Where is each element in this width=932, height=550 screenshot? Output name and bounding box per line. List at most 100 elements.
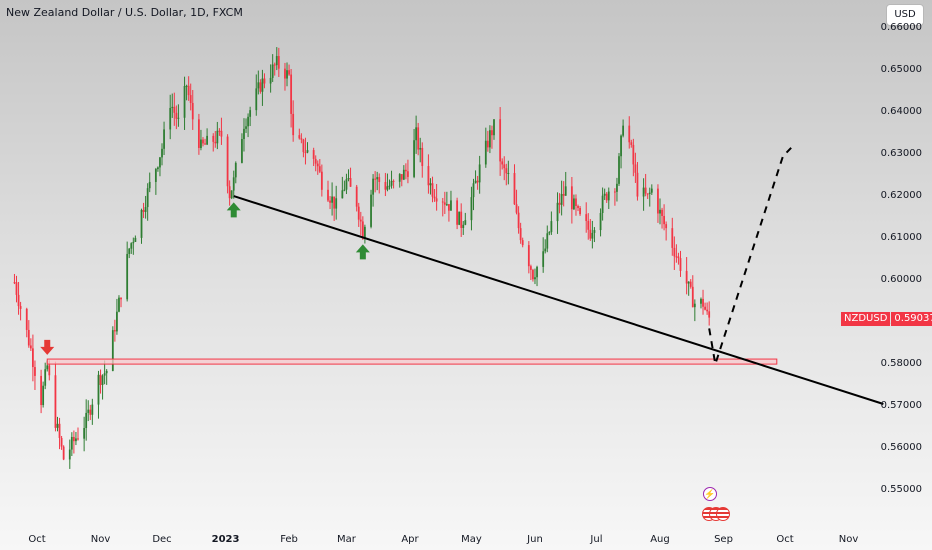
candle-body [601,195,604,213]
candle-body [56,423,59,428]
time-tick-label: Nov [91,534,111,545]
candle-body [527,245,530,267]
candle-body [91,404,94,415]
candle-body [300,138,303,140]
candle-body [493,119,495,136]
candle-body [314,158,317,164]
candle-body [357,206,360,220]
candle-body [558,202,561,205]
currency-button[interactable]: USD [886,4,924,26]
candle-body [271,64,274,78]
candle-body [277,56,280,69]
candle-body [116,311,118,332]
candle-body [312,150,315,159]
candle-body [261,78,264,92]
candle-body [427,166,430,186]
candle-body [44,369,47,386]
candle-body [302,139,305,153]
candle-body [290,74,293,114]
price-tick-label: 0.61000 [881,232,922,243]
candle-body [140,209,143,238]
candle-body [591,232,594,239]
candle-body [665,224,668,229]
candle-body [13,282,16,284]
candle-body [546,233,549,249]
projection-path [708,147,792,365]
candle-body [519,228,522,241]
candle-body [169,107,172,130]
candle-body [579,207,581,215]
candle-body [25,308,28,330]
candle-body [474,180,477,184]
candle-body [60,437,63,447]
us-flag-icon[interactable] [716,507,730,521]
candle-body [234,162,237,178]
time-tick-label: Mar [337,534,357,545]
candle-body [402,169,405,180]
candle-body [97,374,100,405]
candle-body [120,297,122,300]
candle-body [218,130,221,132]
candle-body [306,150,309,153]
candle-body [185,85,188,87]
candle-body [614,191,616,193]
candle-body [515,204,518,213]
chart-annotations [40,147,884,405]
price-tick-label: 0.62000 [881,190,922,201]
candle-body [636,172,639,197]
candle-body [671,228,674,248]
candle-body [32,348,34,368]
time-tick-label: Apr [401,534,419,545]
candle-body [183,86,186,118]
candle-body [177,117,180,119]
candle-body [532,269,534,280]
candle-body [370,194,372,227]
candles [13,47,711,469]
price-tick-label: 0.63000 [881,148,922,159]
last-price-tag: NZDUSD 0.59037 [841,312,932,326]
candle-body [175,112,178,119]
candle-body [663,215,665,225]
price-tick-label: 0.55000 [881,484,922,495]
candle-body [286,70,288,79]
candle-body [548,232,551,234]
lightning-icon[interactable]: ⚡ [703,487,717,501]
candle-body [146,188,149,208]
candle-body [214,141,217,144]
candle-body [687,281,690,284]
candle-body [685,270,688,284]
candle-body [507,172,510,174]
candle-body [273,64,276,66]
candle-body [421,147,424,167]
candle-body [398,174,401,182]
candle-body [476,180,479,183]
candle-body [130,243,133,249]
candle-body [419,147,422,150]
candle-body [304,152,307,154]
candle-body [298,135,301,139]
support-zone [46,358,778,365]
time-tick-label: Sep [714,534,733,545]
candle-body [243,128,245,140]
candle-body [318,166,321,172]
candle-body [386,186,389,190]
candle-body [128,248,131,254]
time-tick-label: Jun [526,534,543,545]
candle-body [706,309,709,312]
candle-body [154,169,157,182]
candle-body [15,282,18,295]
candle-body [161,148,163,158]
candle-body [458,211,461,225]
candle-body [593,230,596,233]
candle-body [431,183,434,197]
price-tag-symbol: NZDUSD [841,312,891,326]
candle-body [607,191,610,201]
candle-body [503,164,506,169]
candle-body [132,241,135,244]
candle-body [392,180,395,182]
candle-body [372,178,374,195]
candle-body [68,449,71,460]
candle-body [628,125,631,143]
candle-body [19,306,22,309]
